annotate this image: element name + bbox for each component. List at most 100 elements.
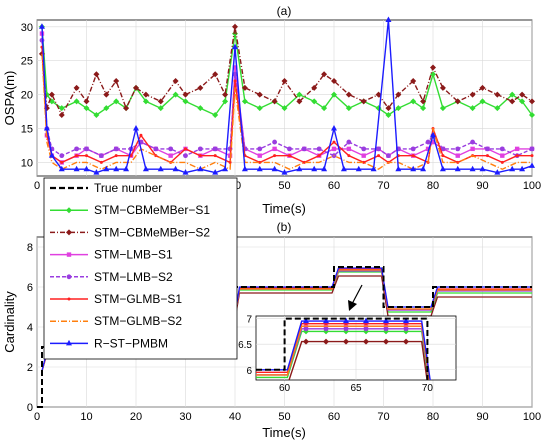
panel-a-data-point	[212, 111, 219, 118]
panel-a-data-point	[410, 165, 417, 172]
panel-a-data-point	[281, 105, 288, 112]
panel-a-data-point	[172, 78, 179, 85]
panel-a-data-point	[331, 91, 337, 98]
panel-b-xtick-label: 40	[229, 411, 241, 423]
panel-b-ytick-label: 4	[27, 322, 33, 334]
panel-a-data-point	[43, 125, 50, 131]
panel-a-data-point	[485, 146, 490, 152]
inset-data-point	[323, 326, 329, 332]
panel-a-data-point	[316, 146, 322, 152]
panel-a-data-point	[500, 160, 504, 164]
inset-data-point	[323, 338, 329, 345]
panel-a-data-point	[257, 146, 263, 152]
legend: True number STM−CBMeMBer−S1 STM−CBMeMBer−S…	[43, 177, 238, 360]
panel-a-data-point	[494, 91, 501, 98]
panel-a-data-point	[494, 105, 501, 112]
panel-a-data-point	[212, 169, 219, 175]
panel-a-data-point	[103, 165, 110, 172]
inset-data-point	[363, 317, 369, 324]
panel-a-data-point	[129, 154, 133, 158]
panel-a-data-point	[84, 146, 89, 152]
panel-a-data-point	[331, 125, 337, 131]
panel-a-data-point	[287, 146, 292, 152]
panel-a-data-point	[519, 91, 526, 98]
panel-a-data-point	[241, 84, 248, 91]
panel-a-data-point	[345, 105, 352, 112]
panel-a-data-point	[256, 165, 263, 172]
panel-a-data-point	[58, 111, 65, 118]
legend-item: True number	[50, 181, 162, 195]
panel-b-xtick-label: 0	[34, 411, 40, 423]
panel-a-data-point	[232, 30, 238, 37]
panel-a-data-point	[430, 139, 436, 145]
panel-a-data-point	[420, 98, 427, 105]
panel-a-data-point	[83, 165, 90, 172]
inset-ytick-label: 6.5	[238, 340, 252, 351]
panel-a-data-point	[182, 98, 189, 105]
panel-a-data-point	[142, 165, 149, 172]
panel-a-data-point	[222, 165, 229, 172]
panel-a-data-point	[123, 165, 130, 172]
panel-a-data-point	[182, 169, 189, 175]
panel-a-data-point	[271, 165, 278, 172]
panel-a-data-point	[347, 154, 351, 158]
legend-label: R−ST−PMBM	[94, 336, 168, 350]
panel-a-data-point	[296, 98, 303, 105]
inset-ticks: 60 65 70 6 6.5 7	[238, 315, 433, 394]
panel-a-data-point	[311, 84, 318, 91]
panel-a-data-point	[370, 165, 377, 172]
panel-a-data-point	[113, 165, 120, 172]
panel-a-data-point	[212, 71, 219, 78]
inset-xtick-label: 60	[279, 383, 291, 394]
panel-a-data-point	[142, 91, 149, 98]
panel-a-data-point	[529, 111, 535, 118]
panel-a-data-point	[232, 23, 238, 30]
panel-a-data-point	[455, 146, 461, 152]
panel-a-data-point	[281, 169, 288, 175]
panel-a-data-point	[133, 125, 139, 131]
panel-a-data-point	[385, 111, 392, 118]
panel-a-data-point	[317, 154, 321, 158]
panel-a-data-point	[385, 16, 392, 22]
panel-a-data-point	[440, 146, 446, 152]
legend-box	[43, 177, 238, 360]
panel-a-xtick-label: 80	[427, 180, 439, 192]
panel-a-data-point	[479, 165, 486, 172]
panel-a-ytick-label: 20	[21, 90, 33, 102]
panel-a-data-point	[499, 146, 505, 152]
panel-a-data-point	[59, 153, 65, 159]
panel-a-data-point	[454, 165, 461, 172]
legend-marker	[66, 207, 72, 214]
panel-a-xlabel: Time(s)	[262, 201, 306, 216]
panel-b-xtick-label: 30	[179, 411, 191, 423]
inset-series	[256, 317, 431, 380]
panel-a-data-point	[519, 165, 526, 172]
panel-a-data-point	[439, 84, 446, 91]
panel-a-data-point	[302, 160, 306, 164]
zoom-arrow	[348, 284, 363, 311]
panel-a-data-point	[197, 165, 204, 172]
panel-a-xtick-label: 70	[377, 180, 389, 192]
panel-a-data-point	[311, 98, 318, 105]
panel-a-data-point	[411, 154, 415, 158]
panel-a-data-point	[439, 105, 446, 112]
panel-a-data-point	[395, 165, 402, 172]
inset-true-number-line	[256, 317, 429, 380]
panel-a-series	[38, 16, 535, 175]
panel-a-data-point	[83, 98, 90, 105]
panel-a-data-point	[395, 91, 402, 98]
panel-a-data-point	[420, 105, 427, 112]
inset-data-point	[383, 338, 389, 345]
panel-a-data-point	[38, 23, 45, 29]
legend-item: STM−LMB−S1	[50, 248, 173, 262]
panel-a-data-point	[530, 154, 534, 158]
legend-item: STM−CBMeMBer−S1	[50, 203, 210, 217]
inset-data-point	[383, 317, 389, 324]
panel-a-data-point	[258, 160, 262, 164]
panel-a-data-point	[529, 146, 535, 152]
panel-a-data-point	[296, 91, 303, 98]
panel-a-data-point	[470, 146, 475, 152]
panel-a-data-point	[425, 139, 431, 145]
panel-a-data-point	[321, 165, 328, 172]
panel-a-data-point	[153, 146, 159, 152]
